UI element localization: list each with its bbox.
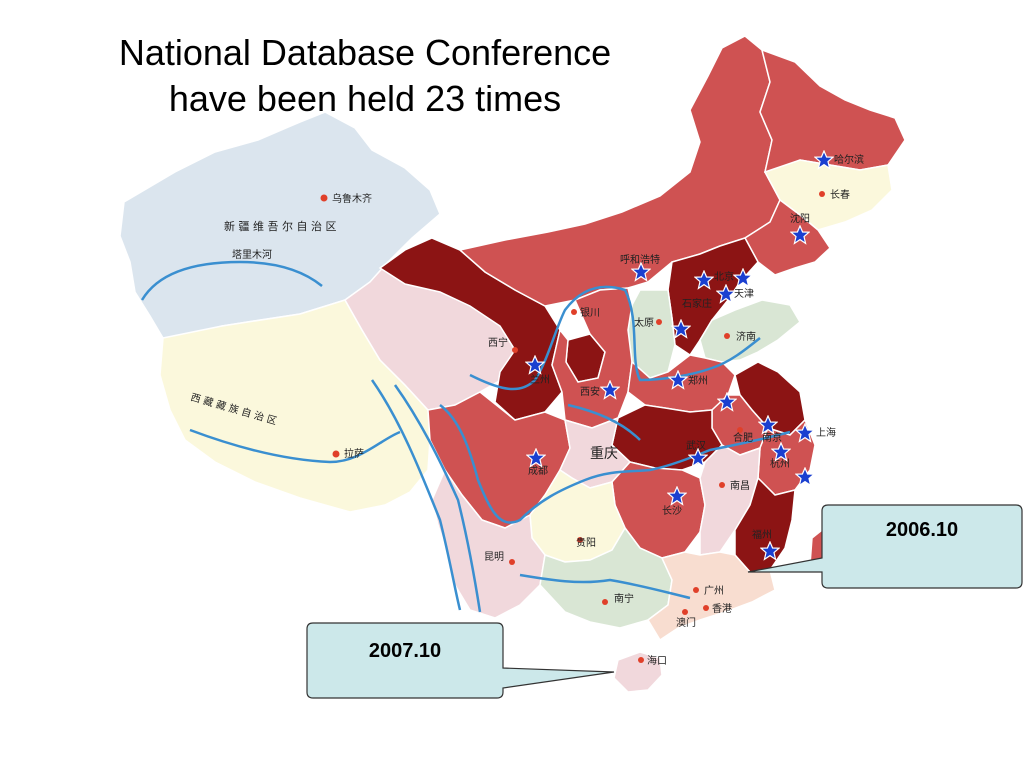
label-taiyuan: 太原 xyxy=(634,316,654,329)
callout-2007-shape xyxy=(306,622,615,699)
label-chongqing: 重庆 xyxy=(590,446,618,462)
title-line-2: have been held 23 times xyxy=(168,78,562,119)
label-guangzhou: 广州 xyxy=(704,585,724,597)
river-han xyxy=(567,403,641,441)
label-lanzhou: 兰州 xyxy=(530,373,550,386)
label-shenyang: 沈阳 xyxy=(790,212,810,225)
label-changsha: 长沙 xyxy=(662,505,682,517)
region-liaoning xyxy=(744,198,831,276)
river-yangtze xyxy=(439,404,791,524)
label-kunming: 昆明 xyxy=(484,551,504,563)
river-tarim xyxy=(140,260,323,301)
callout-2006: 2006.10 xyxy=(747,504,1023,589)
label-lhasa: 拉萨 xyxy=(344,447,364,460)
river-yarlung xyxy=(189,428,401,464)
label-macau: 澳门 xyxy=(676,616,696,629)
region-guangdong xyxy=(647,551,776,642)
callout-2006-text: 2006.10 xyxy=(886,519,958,541)
label-hangzhou: 杭州 xyxy=(770,457,790,470)
province-regions xyxy=(119,35,906,693)
city-labels: 乌鲁木齐 新 疆 维 吾 尔 自 治 区 塔里木河 西 藏 藏 族 自 治 区 … xyxy=(189,153,864,667)
label-hefei: 合肥 xyxy=(733,431,753,444)
label-urumqi: 乌鲁木齐 xyxy=(332,192,372,205)
callout-2007: 2007.10 xyxy=(306,622,615,699)
label-shanghai: 上海 xyxy=(816,426,836,439)
region-hainan xyxy=(613,651,663,693)
label-jinan: 济南 xyxy=(736,330,756,343)
label-tianjin: 天津 xyxy=(734,288,754,300)
label-guiyang: 贵阳 xyxy=(576,536,596,549)
label-xining: 西宁 xyxy=(488,336,508,349)
label-chengdu: 成都 xyxy=(528,465,548,477)
label-nanning: 南宁 xyxy=(614,592,634,605)
label-nanjing: 南京 xyxy=(762,431,782,444)
region-heilongjiang xyxy=(759,48,906,173)
label-hohhot: 呼和浩特 xyxy=(620,254,660,266)
label-yinchuan: 银川 xyxy=(580,306,600,319)
slide-title: National Database Conference have been h… xyxy=(60,30,670,122)
region-fujian xyxy=(734,476,796,573)
label-xian: 西安 xyxy=(580,385,600,398)
label-fuzhou: 福州 xyxy=(752,528,772,541)
river-pearl xyxy=(519,573,691,600)
label-haikou: 海口 xyxy=(647,654,667,667)
label-hongkong: 香港 xyxy=(712,603,732,615)
river-nu xyxy=(370,379,462,611)
river-lancang xyxy=(393,384,482,613)
callout-2007-text: 2007.10 xyxy=(369,640,441,662)
label-nanchang: 南昌 xyxy=(730,479,750,492)
title-line-1: National Database Conference xyxy=(118,32,612,73)
rivers xyxy=(140,260,791,613)
label-xinjiang: 新 疆 维 吾 尔 自 治 区 xyxy=(224,219,336,233)
label-zhengzhou: 郑州 xyxy=(688,374,708,387)
callout-2006-shape xyxy=(747,504,1023,589)
river-yellow xyxy=(469,285,761,391)
label-tarim: 塔里木河 xyxy=(232,248,272,261)
label-beijing: 北京 xyxy=(714,270,734,283)
label-changchun: 长春 xyxy=(830,189,850,201)
label-wuhan: 武汉 xyxy=(686,439,706,452)
label-harbin: 哈尔滨 xyxy=(834,153,864,166)
label-shijiazhuang: 石家庄 xyxy=(682,297,712,310)
